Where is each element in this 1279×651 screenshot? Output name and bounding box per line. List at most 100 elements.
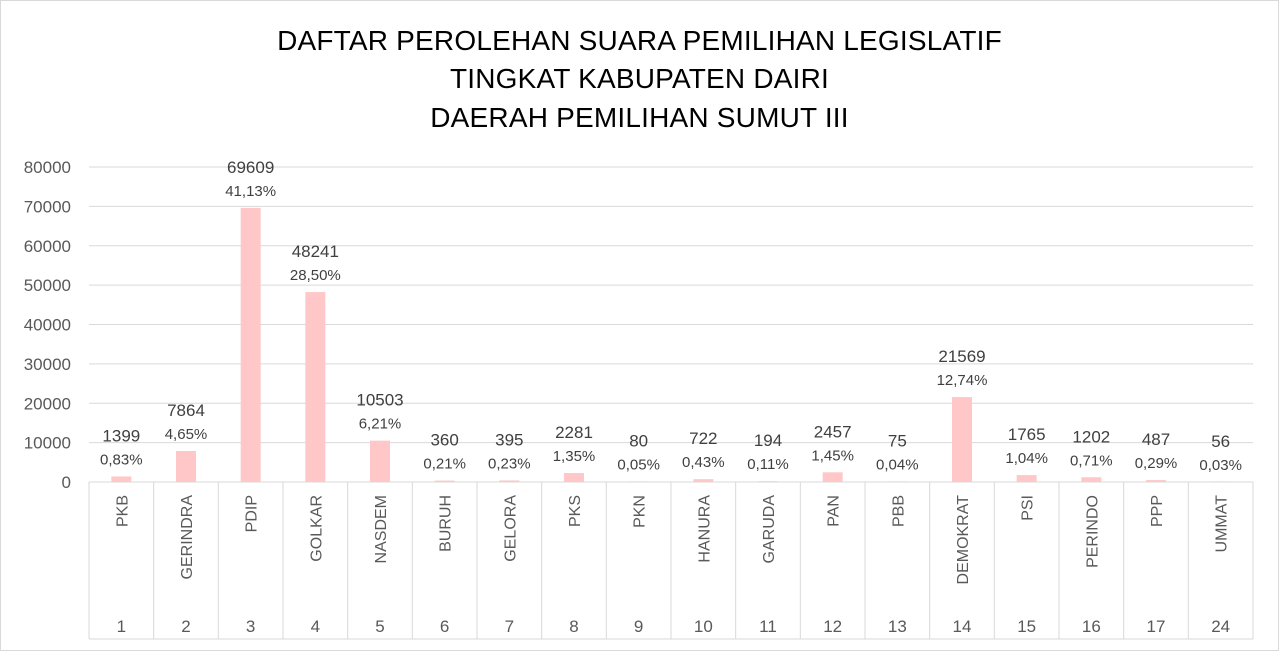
x-category-party-label: GARUDA <box>761 495 778 564</box>
value-label: 1399 <box>102 426 140 445</box>
bars <box>111 207 1231 483</box>
x-category-party-label: PKB <box>114 495 131 527</box>
value-label: 56 <box>1211 432 1230 451</box>
x-category-party-label: UMMAT <box>1214 495 1231 553</box>
percent-label: 0,29% <box>1135 455 1178 472</box>
bar-pan <box>822 472 843 482</box>
x-category-number-label: 15 <box>1017 617 1036 636</box>
y-axis-tick-labels: 0 10000 20000 30000 40000 50000 60000 70000 8000… <box>24 158 71 492</box>
x-category-party-label: DEMOKRAT <box>955 495 972 585</box>
x-category-party-label: PKN <box>632 495 649 528</box>
x-category-party-label: PKS <box>567 495 584 527</box>
data-labels: 1399 0,83% 7864 4,65% 69609 41,13% 48241 28,50%… <box>100 158 1242 474</box>
percent-label: 0,03% <box>1199 457 1242 474</box>
x-category-party-label: BURUH <box>438 495 455 552</box>
gridlines <box>89 166 1253 444</box>
bar-gelora <box>499 480 520 482</box>
x-category-party-label: PERINDO <box>1084 495 1101 568</box>
x-category-number-label: 6 <box>440 617 449 636</box>
bar-nasdem <box>370 440 390 482</box>
value-label: 395 <box>495 430 523 449</box>
value-label: 1202 <box>1072 427 1110 446</box>
percent-label: 0,71% <box>1070 452 1113 469</box>
value-label: 21569 <box>938 347 985 366</box>
value-label: 69609 <box>227 158 274 177</box>
percent-label: 0,21% <box>423 456 466 473</box>
x-category-number-label: 17 <box>1147 617 1166 636</box>
x-category-party-label: PAN <box>826 495 843 527</box>
y-tick-label: 60000 <box>24 237 71 256</box>
percent-label: 0,43% <box>682 454 725 471</box>
percent-label: 1,04% <box>1005 450 1048 467</box>
x-category-party-label: PDIP <box>244 495 261 532</box>
value-label: 360 <box>430 431 458 450</box>
percent-label: 0,04% <box>876 457 919 474</box>
bar-gerindra <box>176 451 196 482</box>
bar-hanura <box>693 479 714 482</box>
x-category-number-label: 11 <box>759 617 777 636</box>
value-label: 2281 <box>555 423 593 442</box>
x-category-number-label: 9 <box>634 617 643 636</box>
percent-label: 28,50% <box>290 267 341 284</box>
bar-demokrat <box>952 397 972 482</box>
x-category-number-label: 5 <box>375 617 384 636</box>
x-category-party-label: HANURA <box>696 495 713 563</box>
percent-label: 12,74% <box>937 372 988 389</box>
x-category-number-label: 12 <box>823 617 842 636</box>
percent-label: 41,13% <box>225 183 276 200</box>
value-label: 194 <box>754 431 782 450</box>
value-label: 48241 <box>292 242 339 261</box>
percent-label: 0,05% <box>617 457 660 474</box>
percent-label: 0,11% <box>747 456 788 473</box>
chart-title-line-3: DAERAH PEMILIHAN SUMUT III <box>430 102 849 133</box>
value-label: 7864 <box>167 401 205 420</box>
x-category-number-label: 4 <box>311 617 320 636</box>
percent-label: 1,35% <box>553 448 596 465</box>
value-label: 2457 <box>814 422 852 441</box>
bar-golkar <box>305 292 326 482</box>
bar-buruh <box>434 480 455 482</box>
x-axis: PKB 1 GERINDRA 2 PDIP 3 GOLKAR 4 NASDEM 5 BURUH 6 GE… <box>88 481 1254 640</box>
x-category-party-label: PBB <box>890 495 907 527</box>
y-tick-label: 0 <box>62 473 71 492</box>
chart-title-line-2: TINGKAT KABUPATEN DAIRI <box>449 63 830 94</box>
value-label: 1765 <box>1008 425 1046 444</box>
x-category-party-label: GOLKAR <box>308 495 325 562</box>
x-category-number-label: 16 <box>1082 617 1101 636</box>
x-category-party-label: PPP <box>1149 495 1166 527</box>
bar-ppp <box>1146 480 1166 482</box>
bar-perindo <box>1081 477 1102 482</box>
x-category-number-label: 8 <box>569 617 578 636</box>
bar-pks <box>564 473 584 482</box>
x-category-party-label: GELORA <box>502 495 519 562</box>
percent-label: 0,23% <box>488 455 531 472</box>
bar-pdip <box>240 207 261 483</box>
value-label: 80 <box>629 432 648 451</box>
x-category-number-label: 1 <box>117 617 126 636</box>
x-category-number-label: 3 <box>246 617 255 636</box>
x-category-number-label: 14 <box>953 617 972 636</box>
x-category-number-label: 24 <box>1211 617 1230 636</box>
y-tick-label: 50000 <box>24 276 71 295</box>
y-tick-label: 70000 <box>24 197 71 216</box>
y-tick-label: 40000 <box>24 316 71 335</box>
bar-pkb <box>111 476 132 482</box>
value-label: 10503 <box>356 391 403 410</box>
value-label: 75 <box>888 432 907 451</box>
x-category-number-label: 13 <box>888 617 907 636</box>
percent-label: 0,83% <box>100 451 143 468</box>
y-tick-label: 30000 <box>24 355 71 374</box>
y-tick-label: 20000 <box>24 394 71 413</box>
percent-label: 4,65% <box>165 426 208 443</box>
y-tick-label: 10000 <box>24 434 71 453</box>
bar-psi <box>1016 475 1037 482</box>
value-label: 487 <box>1142 430 1170 449</box>
percent-label: 6,21% <box>359 416 402 433</box>
chart-title-line-1: DAFTAR PEROLEHAN SUARA PEMILIHAN LEGISLA… <box>277 25 1002 56</box>
x-category-party-label: GERINDRA <box>179 495 196 580</box>
x-category-number-label: 2 <box>181 617 190 636</box>
x-category-party-label: PSI <box>1020 495 1037 521</box>
percent-label: 1,45% <box>811 447 854 464</box>
